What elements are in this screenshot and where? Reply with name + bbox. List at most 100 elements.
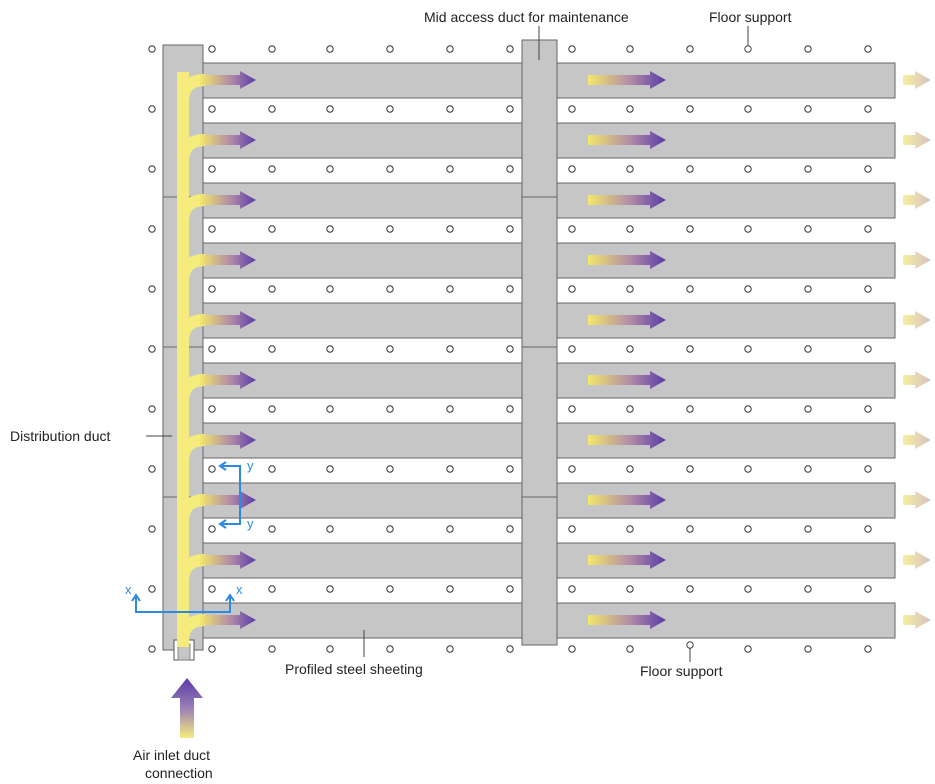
floor-support	[804, 585, 812, 593]
floor-support	[268, 645, 276, 653]
floor-support	[268, 585, 276, 593]
floor-support	[686, 225, 694, 233]
floor-support	[326, 585, 334, 593]
floor-support	[386, 345, 394, 353]
floor-support	[626, 585, 634, 593]
floor-support	[386, 45, 394, 53]
panel-flow-arrow-left	[200, 251, 256, 269]
y-top-arrowhead	[218, 461, 227, 471]
panel-flow-arrow-left	[200, 71, 256, 89]
floor-support	[148, 525, 156, 533]
floor-support	[804, 405, 812, 413]
floor-support	[804, 165, 812, 173]
floor-support	[506, 525, 514, 533]
x-right-label: x	[236, 582, 243, 597]
floor-support	[506, 105, 514, 113]
floor-support	[686, 105, 694, 113]
floor-support	[568, 45, 576, 53]
floor-support	[506, 225, 514, 233]
x-span-bracket	[135, 596, 231, 613]
floor-support	[208, 525, 216, 533]
floor-support	[506, 285, 514, 293]
floor-support-grid	[148, 45, 872, 653]
floor-support	[864, 225, 872, 233]
floor-support	[568, 645, 576, 653]
floor-support	[864, 345, 872, 353]
panel-flow-arrow-exit	[903, 311, 931, 329]
floor-support	[268, 465, 276, 473]
floor-support	[626, 225, 634, 233]
panel-flow-arrow-mid	[588, 251, 666, 269]
axis-markers	[131, 461, 241, 613]
floor-support	[568, 345, 576, 353]
floor-support	[804, 45, 812, 53]
floor-support	[268, 105, 276, 113]
floor-support	[208, 225, 216, 233]
floor-support	[686, 405, 694, 413]
floor-support	[568, 225, 576, 233]
floor-support	[386, 105, 394, 113]
floor-support	[804, 465, 812, 473]
floor-support	[744, 285, 752, 293]
distribution-duct-label: Distribution duct	[10, 428, 110, 444]
floor-support	[864, 405, 872, 413]
floor-support	[268, 345, 276, 353]
floor-support	[326, 285, 334, 293]
panel-flow-arrow-left	[200, 431, 256, 449]
floor-support	[326, 345, 334, 353]
floor-support	[386, 285, 394, 293]
floor-support	[568, 525, 576, 533]
floor-support	[446, 585, 454, 593]
floor-support	[626, 165, 634, 173]
floor-support	[148, 165, 156, 173]
floor-support	[148, 585, 156, 593]
floor-support	[446, 45, 454, 53]
floor-support	[386, 585, 394, 593]
floor-support	[626, 45, 634, 53]
panel-flow-arrow-mid	[588, 191, 666, 209]
floor-support	[148, 345, 156, 353]
floor-support	[626, 105, 634, 113]
panel-flow-arrow-exit	[903, 611, 931, 629]
floor-support	[446, 405, 454, 413]
floor-support	[208, 405, 216, 413]
panel-flow-arrow-exit	[903, 551, 931, 569]
floor-support	[864, 525, 872, 533]
panel-flow-arrow-exit	[903, 251, 931, 269]
floor-support	[626, 525, 634, 533]
floor-support	[506, 465, 514, 473]
floor-support	[386, 645, 394, 653]
mid-access-duct	[521, 26, 558, 646]
panel-flow-arrow-exit	[903, 191, 931, 209]
floor-support	[568, 465, 576, 473]
panel-flow-arrow-exit	[903, 371, 931, 389]
floor-support	[268, 165, 276, 173]
floor-support	[326, 45, 334, 53]
floor-support	[506, 45, 514, 53]
panel-flow-arrow-left	[200, 131, 256, 149]
floor-support	[744, 165, 752, 173]
floor-support	[626, 465, 634, 473]
floor-support	[386, 405, 394, 413]
floor-support	[148, 105, 156, 113]
panel-flow-arrow-left	[200, 191, 256, 209]
floor-support	[864, 465, 872, 473]
floor-support	[326, 105, 334, 113]
floor-support	[744, 465, 752, 473]
airflow-arrows	[177, 71, 931, 643]
floor-support	[686, 45, 694, 53]
floor-support	[626, 645, 634, 653]
floor-support	[148, 465, 156, 473]
leader-lines	[146, 26, 752, 662]
floor-support	[804, 525, 812, 533]
floor-support	[386, 165, 394, 173]
floor-support	[148, 45, 156, 53]
floor-support	[864, 645, 872, 653]
y-top-label: y	[247, 458, 254, 473]
steel-panel-left	[202, 602, 523, 639]
panel-flow-arrow-exit	[903, 491, 931, 509]
floor-support	[268, 45, 276, 53]
floor-support	[208, 105, 216, 113]
floor-support	[626, 285, 634, 293]
